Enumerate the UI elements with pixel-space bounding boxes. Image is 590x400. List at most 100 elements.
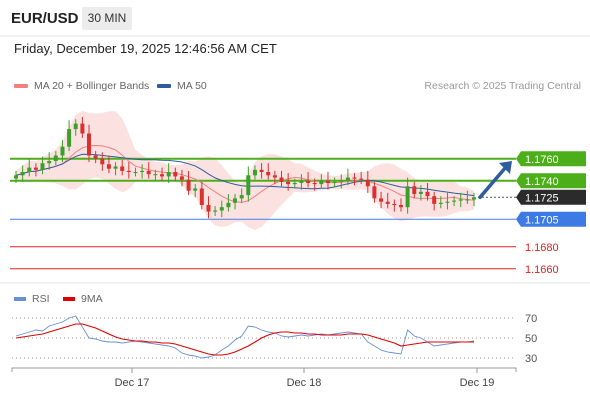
candle-body bbox=[445, 201, 450, 203]
candle-body bbox=[47, 161, 52, 164]
legend-item-rsi: RSI bbox=[14, 293, 50, 305]
level-tag-box bbox=[516, 151, 586, 167]
candle-body bbox=[432, 196, 437, 204]
candle-body bbox=[332, 181, 337, 183]
candle-body bbox=[233, 198, 237, 203]
price-levels bbox=[10, 157, 516, 270]
candle-body bbox=[339, 180, 344, 182]
chart-header: EUR/USD 30 MIN bbox=[0, 0, 590, 36]
candle-body bbox=[286, 181, 291, 185]
forecast-arrow-head bbox=[499, 161, 512, 174]
candle-body bbox=[272, 175, 277, 178]
rsi-label: RSI bbox=[32, 293, 50, 305]
candle-body bbox=[206, 205, 211, 212]
rsi-tick-label: 70 bbox=[525, 313, 537, 325]
rsi-tick-label: 30 bbox=[525, 353, 537, 365]
forecast-arrow-shaft bbox=[478, 165, 508, 200]
candle-body bbox=[365, 179, 370, 187]
candle-body bbox=[27, 167, 32, 172]
candle-body bbox=[53, 155, 58, 161]
candle-body bbox=[239, 195, 244, 199]
forecast-arrow bbox=[478, 161, 512, 200]
level-tags: 1.1760 1.1740 1.1725 1.1705 1.1680 1.1660 bbox=[516, 151, 586, 276]
level-tag-label: 1.1660 bbox=[525, 264, 559, 276]
candle-body bbox=[14, 175, 18, 179]
legend-item-ma20: MA 20 + Bollinger Bands bbox=[14, 80, 149, 92]
x-tick-label: Dec 17 bbox=[115, 377, 150, 389]
candle-body bbox=[93, 155, 98, 159]
level-tag-label: 1.1680 bbox=[525, 242, 559, 254]
ma20-label: MA 20 + Bollinger Bands bbox=[34, 80, 150, 92]
candle-body bbox=[120, 166, 125, 171]
level-tag-box bbox=[516, 211, 586, 227]
candle-body bbox=[160, 174, 164, 177]
candle-body bbox=[33, 167, 38, 170]
ma50-label: MA 50 bbox=[177, 80, 207, 92]
candle-body bbox=[246, 175, 251, 196]
candle-body bbox=[412, 186, 417, 194]
candle-body bbox=[199, 188, 204, 205]
candle-body bbox=[372, 186, 377, 199]
candle-body bbox=[438, 202, 443, 204]
ma20-swatch bbox=[14, 84, 28, 89]
candle-body bbox=[458, 199, 463, 201]
symbol-label: EUR/USD bbox=[11, 10, 79, 27]
level-tag-box bbox=[516, 173, 586, 189]
candle-body bbox=[140, 170, 145, 172]
candle-body bbox=[425, 191, 430, 197]
x-tick-label: Dec 18 bbox=[287, 377, 322, 389]
candle-body bbox=[266, 172, 271, 176]
9ma-swatch bbox=[63, 297, 75, 302]
candle-body bbox=[399, 205, 403, 208]
candle-body bbox=[418, 191, 423, 194]
candle-body bbox=[472, 197, 476, 200]
candle-body bbox=[226, 202, 231, 208]
candle-body bbox=[259, 169, 264, 172]
ma20-line bbox=[15, 144, 475, 203]
candle-body bbox=[173, 172, 178, 177]
candle-body bbox=[326, 180, 330, 183]
candle-body bbox=[73, 123, 78, 130]
candle-body bbox=[385, 201, 390, 204]
candle-body bbox=[253, 169, 257, 176]
x-axis-line bbox=[11, 367, 517, 372]
timeframe-badge[interactable]: 30 MIN bbox=[82, 7, 132, 30]
candle-body bbox=[179, 176, 184, 180]
candle-body bbox=[379, 198, 384, 202]
candle-body bbox=[133, 172, 138, 173]
candle-body bbox=[40, 163, 45, 170]
legend-item-9ma: 9MA bbox=[63, 293, 103, 305]
level-tag-label: 1.1725 bbox=[525, 192, 559, 204]
candle-body bbox=[153, 174, 158, 176]
rsi-tick-label: 50 bbox=[525, 333, 537, 345]
candle-body bbox=[319, 180, 324, 185]
ma50-line bbox=[15, 153, 475, 197]
candle-body bbox=[219, 207, 224, 211]
legend-item-ma50: MA 50 bbox=[157, 80, 207, 92]
candle-body bbox=[312, 183, 317, 185]
candle-body bbox=[67, 129, 72, 147]
candle-body bbox=[166, 172, 171, 177]
candle-body bbox=[126, 170, 131, 172]
x-axis: Dec 17 Dec 18 Dec 19 bbox=[115, 368, 495, 389]
ma50-swatch bbox=[157, 84, 171, 89]
candle-body bbox=[106, 164, 111, 169]
candle-body bbox=[452, 200, 457, 202]
candle-body bbox=[465, 199, 470, 201]
bollinger-bands bbox=[16, 111, 474, 231]
moving-averages bbox=[15, 144, 475, 203]
candle-body bbox=[213, 210, 218, 212]
candle-body bbox=[193, 188, 198, 191]
candle-body bbox=[345, 177, 350, 181]
chart-frame bbox=[0, 35, 590, 372]
candle-body bbox=[392, 203, 397, 205]
research-credit: Research © 2025 Trading Central bbox=[424, 80, 581, 92]
level-tag-label: 1.1705 bbox=[525, 214, 559, 226]
candle-body bbox=[113, 166, 118, 169]
candles bbox=[14, 117, 476, 219]
x-tick-label: Dec 19 bbox=[460, 377, 495, 389]
candle-body bbox=[279, 177, 284, 182]
candle-body bbox=[306, 180, 311, 183]
rsi-series-9MA bbox=[15, 323, 474, 356]
